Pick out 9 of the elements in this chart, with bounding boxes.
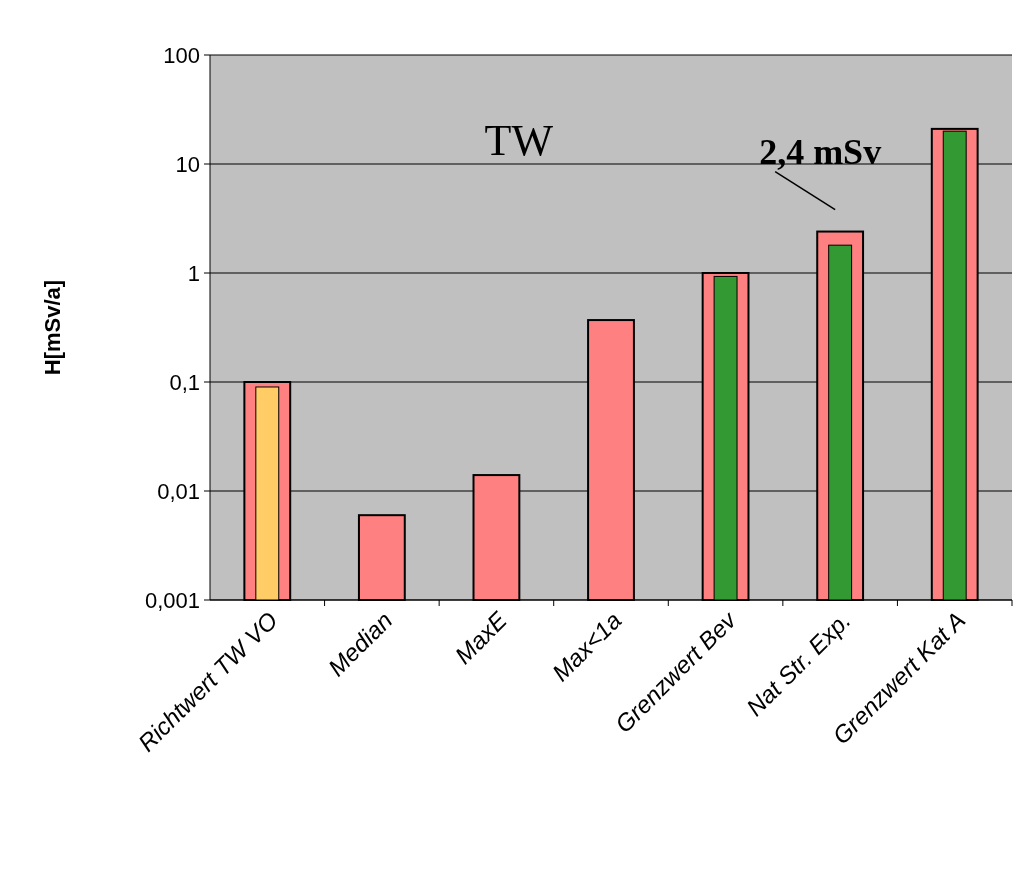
y-tick-label: 0,01 [157,478,200,504]
annotation: 2,4 mSv [759,131,882,172]
y-axis-title: H[mSv/a] [40,279,65,376]
y-tick-label: 10 [175,151,200,177]
y-tick-label: 100 [163,42,200,68]
y-tick-label: 0,1 [169,369,200,395]
annotation: TW [484,116,554,165]
y-tick-label: 0,001 [144,587,200,613]
y-tick-label: 1 [187,260,200,286]
